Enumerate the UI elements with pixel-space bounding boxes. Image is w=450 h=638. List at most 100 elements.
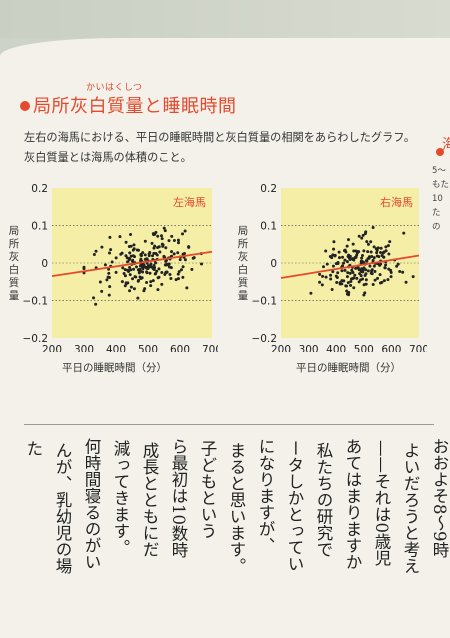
side-heading: 海	[442, 137, 450, 153]
data-point	[331, 253, 335, 257]
data-point	[352, 249, 356, 253]
data-point	[145, 257, 149, 261]
data-point	[379, 246, 383, 250]
data-point	[158, 250, 162, 254]
data-point	[361, 233, 365, 237]
body-text: おおよそ8〜9時 よいだろうと考え ——それは0歳児 あてはまりますか 私たちの研究でー…	[0, 438, 450, 600]
data-point	[131, 277, 135, 281]
data-point	[357, 234, 361, 238]
trend-line	[51, 250, 213, 278]
data-point	[331, 264, 335, 268]
data-point	[345, 260, 349, 264]
data-point	[128, 257, 132, 261]
data-point	[182, 252, 186, 256]
data-point	[143, 287, 147, 291]
data-point	[134, 265, 138, 269]
data-point	[330, 287, 334, 291]
x-tick-label: 200	[271, 344, 291, 352]
data-point	[352, 276, 356, 280]
data-point	[376, 276, 380, 280]
data-point	[360, 267, 364, 271]
data-point	[176, 272, 180, 276]
x-tick-label: 600	[381, 344, 401, 352]
data-point	[364, 272, 368, 276]
data-point	[387, 252, 391, 256]
data-point	[320, 283, 324, 287]
data-point	[336, 271, 340, 275]
data-point	[368, 264, 372, 268]
data-point	[346, 238, 350, 242]
data-point	[121, 266, 125, 270]
x-tick-label: 200	[42, 344, 62, 352]
data-point	[363, 291, 367, 295]
data-point	[346, 281, 350, 285]
section-title: 局所灰白質量と睡眠時間	[33, 96, 237, 117]
data-point	[372, 245, 376, 249]
data-point	[379, 281, 383, 285]
data-point	[355, 250, 359, 254]
data-point	[351, 242, 355, 246]
data-point	[348, 271, 352, 275]
data-point	[370, 272, 374, 276]
data-point	[151, 254, 155, 258]
data-point	[141, 251, 145, 255]
x-axis-label-right: 平日の睡眠時間（分）	[296, 362, 401, 374]
data-point	[337, 250, 341, 254]
x-axis-label-left: 平日の睡眠時間（分）	[62, 362, 167, 374]
data-point	[344, 250, 348, 254]
data-point	[353, 273, 357, 277]
data-point	[177, 277, 181, 281]
data-point	[125, 256, 129, 260]
text-column: 何時間寝るのがい	[82, 438, 101, 570]
data-point	[156, 245, 160, 249]
data-point	[389, 275, 393, 279]
data-point	[126, 268, 130, 272]
data-point	[369, 250, 373, 254]
data-point	[360, 277, 364, 281]
data-point	[382, 279, 386, 283]
data-point	[318, 280, 322, 284]
y-axis-label-left: 局所灰白質量	[8, 225, 20, 302]
text-column: 私たちの研究で	[314, 442, 333, 558]
data-point	[151, 279, 155, 283]
data-point	[318, 272, 322, 276]
data-point	[362, 266, 366, 270]
data-point	[364, 278, 368, 282]
data-point	[100, 245, 104, 249]
data-point	[120, 280, 124, 284]
y-tick-label: −0.1	[23, 296, 49, 308]
y-tick-label: 0	[270, 258, 277, 270]
chart-title: 右海馬	[380, 195, 413, 209]
plot-background	[281, 188, 419, 338]
data-point	[132, 267, 136, 271]
data-point	[129, 254, 133, 258]
x-tick-label: 400	[106, 344, 126, 352]
data-point	[129, 244, 133, 248]
data-point	[132, 287, 136, 291]
data-point	[107, 271, 111, 275]
chart-title: 左海馬	[173, 195, 206, 209]
y-tick-label: 0.1	[31, 221, 48, 233]
data-point	[110, 260, 114, 264]
data-point	[404, 280, 408, 284]
data-point	[108, 251, 112, 255]
data-point	[120, 251, 124, 255]
data-point	[386, 244, 390, 248]
data-point	[136, 279, 140, 283]
data-point	[156, 288, 160, 292]
data-point	[140, 254, 144, 258]
data-point	[167, 262, 171, 266]
data-point	[183, 258, 187, 262]
data-point	[170, 234, 174, 238]
data-point	[156, 234, 160, 238]
data-point	[105, 278, 109, 282]
data-point	[335, 275, 339, 279]
data-point	[157, 267, 161, 271]
scatter-chart-right: 0.2 0.1 0 −0.1 −0.2 200 300 400 500 600 700 右海馬	[247, 180, 428, 352]
y-tick-label: 0	[41, 258, 48, 270]
data-point	[165, 270, 169, 274]
data-point	[167, 265, 171, 269]
data-point	[124, 240, 128, 244]
data-point	[128, 266, 132, 270]
y-tick-label: −0.2	[23, 333, 49, 345]
